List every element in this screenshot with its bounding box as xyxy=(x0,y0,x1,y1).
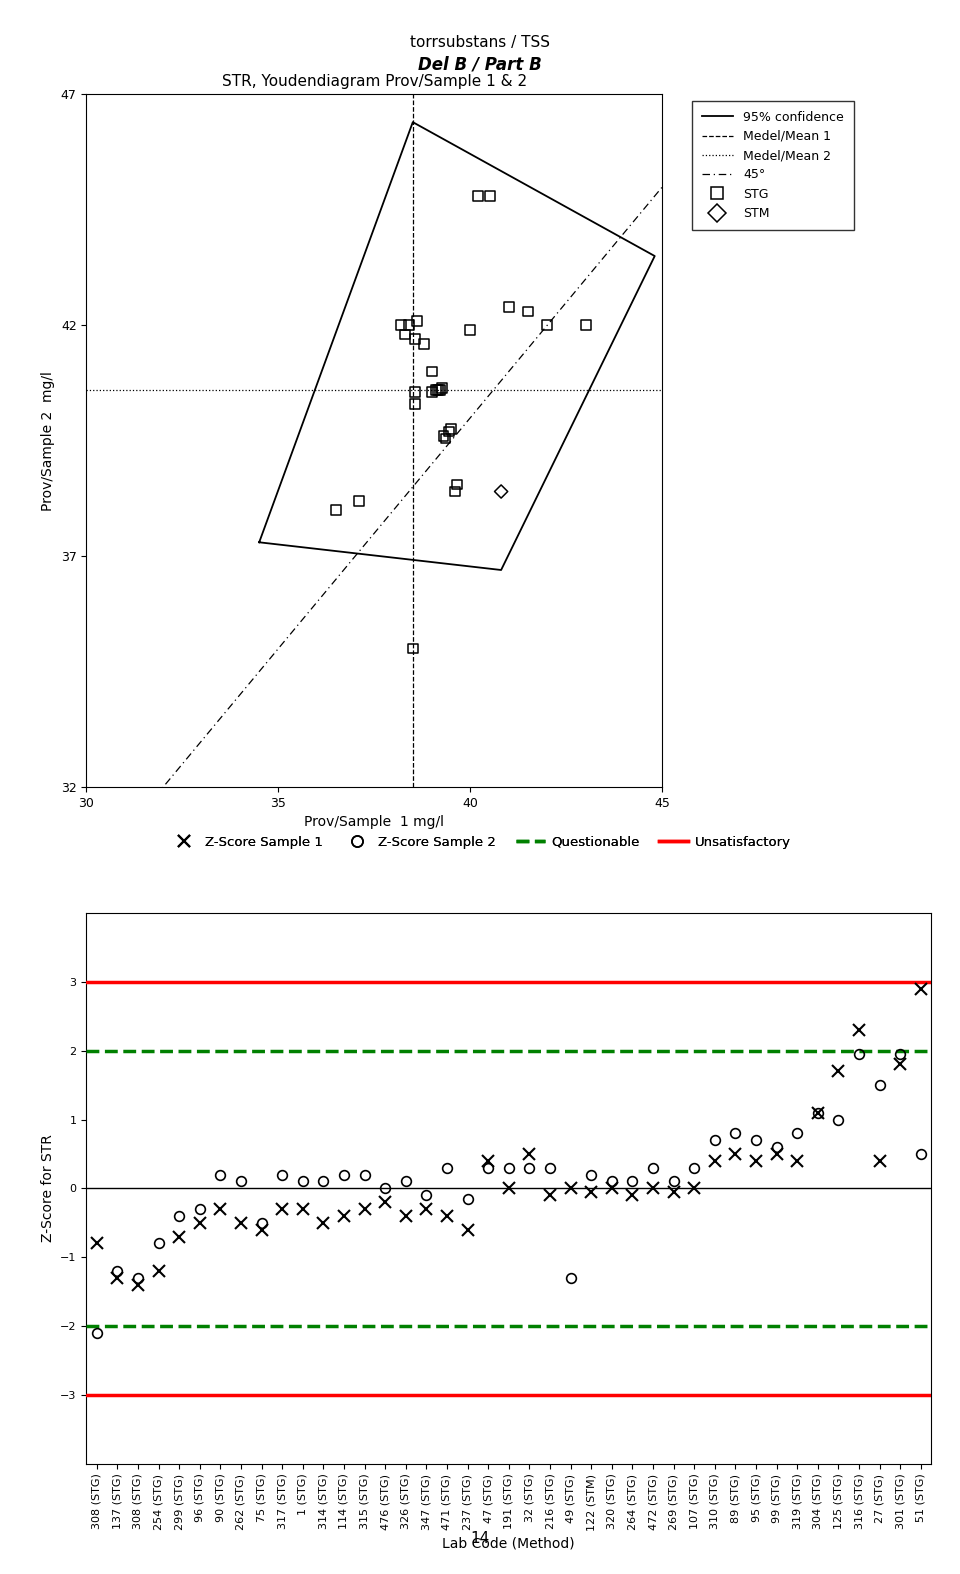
Text: torrsubstans / TSS: torrsubstans / TSS xyxy=(410,35,550,50)
Point xyxy=(463,318,478,343)
X-axis label: Prov/Sample  1 mg/l: Prov/Sample 1 mg/l xyxy=(304,815,444,829)
Point xyxy=(436,423,451,449)
Point xyxy=(430,378,445,403)
Point xyxy=(540,313,555,338)
Legend: 95% confidence, Medel/Mean 1, Medel/Mean 2, 45°, STG, STM: 95% confidence, Medel/Mean 1, Medel/Mean… xyxy=(692,101,853,230)
Legend: Z-Score Sample 1, Z-Score Sample 2, Questionable, Unsatisfactory: Z-Score Sample 1, Z-Score Sample 2, Ques… xyxy=(164,831,796,853)
Point xyxy=(438,427,453,452)
Point xyxy=(432,378,447,403)
Point xyxy=(405,636,420,661)
Point xyxy=(434,375,449,400)
Text: 14: 14 xyxy=(470,1530,490,1546)
Point xyxy=(407,392,422,417)
Point xyxy=(397,323,413,348)
Point xyxy=(493,478,509,504)
Point xyxy=(424,359,440,384)
Point xyxy=(407,326,422,351)
Point xyxy=(447,478,463,504)
Point xyxy=(394,313,409,338)
Point xyxy=(409,309,424,334)
Point xyxy=(401,313,417,338)
Y-axis label: Z-Score for STR: Z-Score for STR xyxy=(40,1135,55,1242)
Point xyxy=(351,488,367,513)
Point xyxy=(424,379,440,405)
Point xyxy=(428,378,444,403)
Title: STR, Youdendiagram Prov/Sample 1 & 2: STR, Youdendiagram Prov/Sample 1 & 2 xyxy=(222,74,527,90)
Point xyxy=(520,299,536,324)
Point xyxy=(442,419,457,444)
Point xyxy=(444,417,459,442)
Text: Del B / Part B: Del B / Part B xyxy=(419,55,541,72)
Point xyxy=(417,331,432,356)
Point xyxy=(407,379,422,405)
Point xyxy=(449,472,465,497)
Point xyxy=(501,294,516,320)
Point xyxy=(578,313,593,338)
Point xyxy=(470,184,486,209)
Y-axis label: Prov/Sample 2  mg/l: Prov/Sample 2 mg/l xyxy=(41,371,56,510)
Point xyxy=(482,184,497,209)
X-axis label: Lab Code (Method): Lab Code (Method) xyxy=(443,1536,575,1550)
Point xyxy=(328,497,344,523)
